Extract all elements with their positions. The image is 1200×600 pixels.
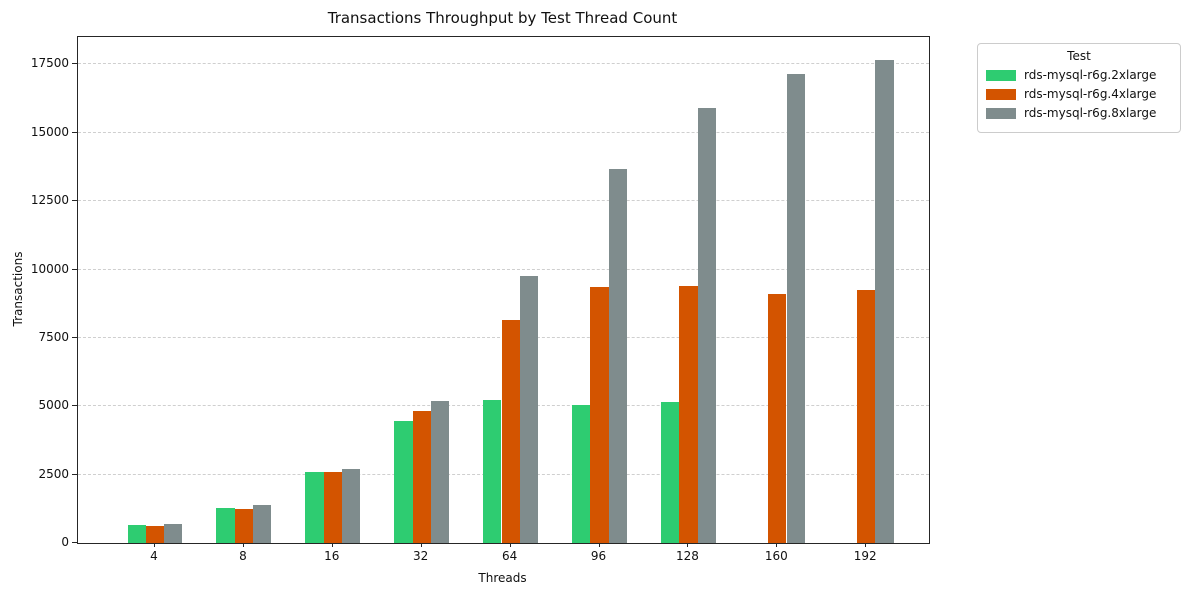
bar-rds-mysql-r6g.4xlarge-threads-32	[412, 411, 431, 543]
y-tick-label: 7500	[38, 329, 69, 344]
y-tick-label: 17500	[30, 56, 69, 71]
legend-title: Test	[1067, 49, 1091, 63]
legend-swatch-icon	[986, 88, 1016, 100]
bar-rds-mysql-r6g.2xlarge-threads-8	[216, 507, 235, 543]
bar-rds-mysql-r6g.4xlarge-threads-16	[323, 471, 342, 543]
bar-rds-mysql-r6g.8xlarge-threads-128	[697, 108, 716, 543]
bar-rds-mysql-r6g.8xlarge-threads-96	[608, 168, 627, 543]
legend-label: rds-mysql-r6g.8xlarge	[1024, 106, 1157, 120]
bar-rds-mysql-r6g.4xlarge-threads-64	[501, 320, 520, 543]
y-tick-label: 5000	[38, 398, 69, 413]
x-tick-mark	[154, 543, 155, 547]
x-tick-mark	[331, 543, 333, 547]
y-tick-label: 0	[61, 535, 69, 549]
x-tick-label: 128	[675, 549, 699, 563]
x-tick-label: 96	[590, 549, 607, 563]
bar-rds-mysql-r6g.2xlarge-threads-128	[661, 402, 680, 543]
x-tick-label: 160	[764, 549, 788, 563]
legend-item: rds-mysql-r6g.8xlarge	[986, 106, 1172, 120]
bar-rds-mysql-r6g.2xlarge-threads-16	[305, 472, 324, 543]
x-tick-label: 4	[150, 549, 158, 563]
y-tick-mark	[72, 268, 77, 270]
y-tick-label: 2500	[38, 466, 69, 481]
y-tick-mark	[72, 200, 77, 202]
bar-rds-mysql-r6g.4xlarge-threads-160	[768, 293, 787, 543]
bar-rds-mysql-r6g.4xlarge-threads-4	[145, 526, 165, 543]
x-tick-label: 64	[501, 549, 518, 563]
legend-item: rds-mysql-r6g.4xlarge	[986, 87, 1172, 101]
gridline	[78, 63, 929, 65]
chart-title: Transactions Throughput by Test Thread C…	[327, 9, 678, 27]
y-tick-label: 15000	[30, 124, 69, 139]
legend-label: rds-mysql-r6g.2xlarge	[1024, 68, 1157, 82]
x-tick-mark	[865, 543, 867, 547]
x-axis-label: Threads	[478, 571, 527, 585]
bar-rds-mysql-r6g.8xlarge-threads-16	[341, 468, 361, 543]
legend-swatch-icon	[986, 107, 1016, 119]
x-tick-mark	[420, 543, 422, 547]
x-tick-label: 32	[413, 549, 429, 563]
x-tick-label: 16	[324, 549, 340, 563]
bar-rds-mysql-r6g.2xlarge-threads-96	[572, 404, 591, 543]
y-tick-mark	[72, 473, 77, 475]
x-tick-mark	[776, 543, 778, 547]
x-tick-label: 8	[239, 549, 247, 563]
y-tick-mark	[72, 542, 77, 543]
legend-label: rds-mysql-r6g.4xlarge	[1024, 87, 1157, 101]
bar-rds-mysql-r6g.4xlarge-threads-8	[234, 508, 254, 543]
gridline	[78, 131, 929, 133]
x-tick-mark	[509, 543, 511, 547]
x-tick-label: 192	[853, 549, 877, 563]
bar-rds-mysql-r6g.4xlarge-threads-96	[590, 286, 609, 543]
y-tick-mark	[72, 405, 77, 407]
bar-rds-mysql-r6g.8xlarge-threads-160	[786, 73, 805, 543]
bar-rds-mysql-r6g.2xlarge-threads-4	[127, 525, 146, 543]
x-tick-mark	[687, 543, 689, 547]
bar-rds-mysql-r6g.8xlarge-threads-8	[253, 505, 272, 543]
y-tick-mark	[72, 131, 77, 133]
y-tick-mark	[72, 63, 77, 65]
y-tick-mark	[72, 336, 77, 338]
bar-rds-mysql-r6g.8xlarge-threads-32	[430, 400, 450, 543]
x-tick-mark	[242, 543, 244, 547]
bar-rds-mysql-r6g.2xlarge-threads-32	[394, 421, 413, 543]
gridline	[78, 268, 929, 270]
gridline	[78, 200, 929, 202]
legend: Test rds-mysql-r6g.2xlarge rds-mysql-r6g.…	[977, 43, 1181, 133]
bar-rds-mysql-r6g.4xlarge-threads-128	[679, 286, 698, 543]
x-tick-mark	[598, 543, 600, 547]
legend-swatch-icon	[986, 69, 1016, 81]
bar-rds-mysql-r6g.4xlarge-threads-192	[857, 290, 876, 543]
y-tick-label: 12500	[30, 193, 69, 208]
bar-rds-mysql-r6g.8xlarge-threads-4	[164, 523, 183, 543]
bar-rds-mysql-r6g.8xlarge-threads-192	[875, 59, 894, 543]
bar-rds-mysql-r6g.2xlarge-threads-64	[483, 400, 502, 543]
bar-rds-mysql-r6g.8xlarge-threads-64	[519, 275, 539, 543]
y-tick-label: 10000	[30, 261, 69, 276]
plot-area	[77, 36, 930, 544]
legend-item: rds-mysql-r6g.2xlarge	[986, 68, 1172, 82]
